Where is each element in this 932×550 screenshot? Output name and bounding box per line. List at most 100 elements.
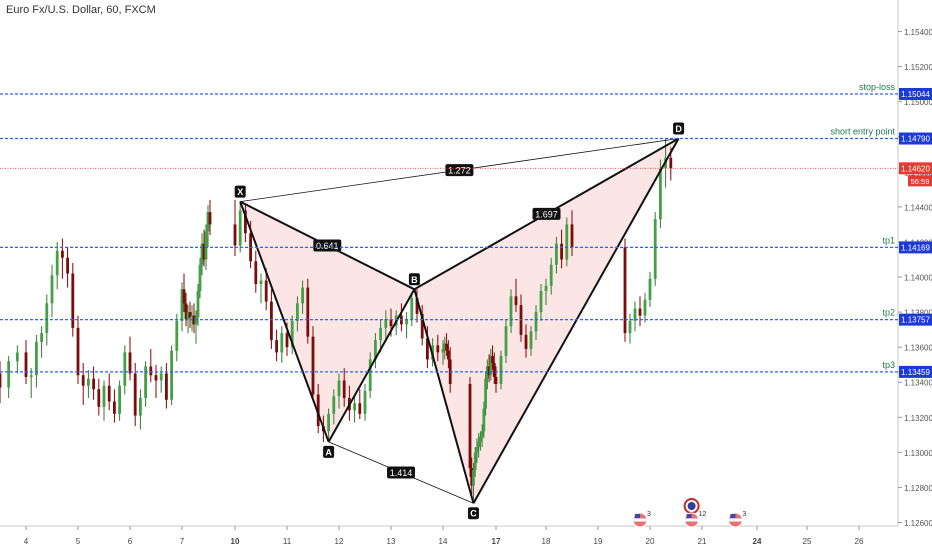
candle-body — [208, 212, 212, 225]
time-tick-label: 11 — [283, 537, 292, 546]
pattern-point-label: A — [325, 447, 332, 457]
candle-body — [188, 312, 192, 318]
candle-body — [659, 168, 662, 220]
pattern-point-label: C — [470, 509, 477, 519]
candle-body — [470, 468, 474, 486]
candle-body — [426, 338, 429, 360]
candle-body — [492, 362, 496, 377]
candle-body — [544, 285, 548, 292]
ratio-label-bg — [445, 164, 474, 177]
candle-body — [306, 287, 310, 337]
price-tick-label: 1.13000 — [904, 449, 932, 458]
candle-body — [233, 224, 237, 246]
candle-body — [628, 320, 632, 334]
bcd-triangle — [414, 138, 679, 504]
level-label: tp1 — [882, 235, 895, 245]
candle-body — [445, 343, 448, 351]
candle-body — [7, 361, 11, 388]
candle-body — [290, 320, 294, 348]
candle-body — [643, 299, 647, 316]
candle-body — [154, 375, 158, 381]
candle-body — [489, 355, 493, 376]
pattern-point-label: D — [675, 124, 682, 134]
price-tick-label: 1.13600 — [904, 344, 932, 353]
level-label: tp2 — [882, 308, 895, 318]
price-tick-label: 1.14000 — [904, 274, 932, 283]
pattern-point-label: X — [237, 187, 243, 197]
candle-body — [374, 340, 377, 360]
candle-body — [477, 441, 481, 448]
candle-body — [238, 210, 242, 246]
candle-body — [473, 452, 477, 470]
event-count: 3 — [742, 511, 746, 518]
time-tick-label: 10 — [231, 537, 240, 546]
time-tick-label: 4 — [24, 537, 29, 546]
pattern-leg-bc — [413, 289, 475, 504]
level-label: tp3 — [882, 360, 895, 370]
candle-body — [499, 355, 503, 384]
candle-body — [443, 343, 447, 349]
current-price-tag — [899, 162, 932, 175]
flag-canton — [635, 514, 640, 518]
candle-body — [35, 341, 38, 376]
level-price-tag — [899, 241, 932, 254]
candle-body — [186, 312, 190, 320]
flag-stripe — [684, 518, 699, 522]
candle-body — [514, 296, 518, 306]
candle-body — [71, 273, 75, 328]
candle-body — [472, 469, 475, 486]
candle-body — [480, 431, 484, 437]
pattern-point-label: B — [411, 275, 418, 285]
candle-body — [66, 257, 69, 274]
candle-body — [170, 350, 173, 400]
candle-body — [384, 319, 388, 328]
time-tick-label: 25 — [803, 537, 812, 546]
candle-body — [81, 375, 85, 386]
ratio-label-bg — [387, 466, 416, 479]
candle-body — [107, 385, 111, 402]
candle-body — [24, 352, 28, 377]
ratio-label-bg — [313, 239, 342, 252]
level-label: short entry point — [830, 127, 895, 137]
candle-body — [97, 389, 101, 407]
event-count: 3 — [647, 511, 651, 518]
time-tick-label: 18 — [542, 537, 551, 546]
candle-body — [280, 333, 284, 353]
candle-body — [40, 333, 43, 342]
candle-body — [15, 352, 19, 362]
candle-body — [113, 401, 116, 414]
candle-body — [194, 317, 198, 325]
time-tick-label: 21 — [698, 537, 707, 546]
pattern-leg-cd — [472, 138, 680, 504]
candle-body — [415, 298, 419, 314]
candle-body — [653, 219, 657, 279]
price-tick-label: 1.15200 — [904, 63, 932, 72]
time-tick-label: 14 — [439, 537, 448, 546]
candle-body — [491, 355, 494, 363]
pattern-point-bg — [467, 507, 479, 520]
candle-body — [482, 408, 486, 432]
event-count: 12 — [699, 511, 707, 518]
pattern-point-bg — [323, 445, 335, 458]
candle-body — [196, 291, 200, 318]
time-tick-label: 17 — [492, 537, 501, 546]
candle-body — [50, 275, 54, 304]
candle-body — [270, 301, 273, 341]
level-price-value: 1.15044 — [901, 90, 930, 99]
candle-body — [29, 375, 33, 377]
candle-body — [342, 380, 346, 399]
candle-body — [529, 331, 533, 349]
candle-body — [420, 313, 424, 339]
candle-body — [494, 376, 498, 384]
candle-body — [363, 390, 367, 414]
level-price-value: 1.13459 — [901, 368, 930, 377]
candle-body — [327, 413, 330, 432]
candle-body — [182, 289, 186, 304]
level-price-tag — [899, 365, 932, 378]
candle-body — [436, 345, 440, 353]
ratio-label-bg — [532, 207, 561, 220]
candle-body — [61, 250, 64, 258]
candle-body — [275, 340, 278, 353]
candle-body — [190, 315, 194, 318]
